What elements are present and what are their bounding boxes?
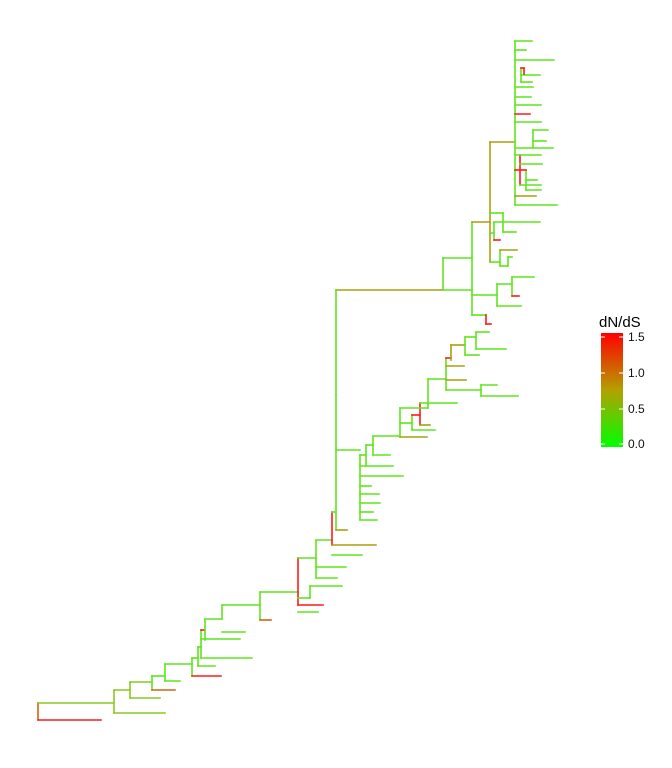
- tree-branches: [37, 40, 558, 721]
- legend-tick-0-5: 0.5: [628, 402, 645, 416]
- color-legend: dN/dS 1.5 1.0 0.5 0.0: [599, 314, 645, 451]
- legend-tick-0-0: 0.0: [628, 437, 645, 451]
- legend-colorbar: [601, 333, 623, 447]
- legend-tick-1-0: 1.0: [628, 366, 645, 380]
- legend-title: dN/dS: [599, 314, 641, 331]
- legend-tick-1-5: 1.5: [628, 330, 645, 344]
